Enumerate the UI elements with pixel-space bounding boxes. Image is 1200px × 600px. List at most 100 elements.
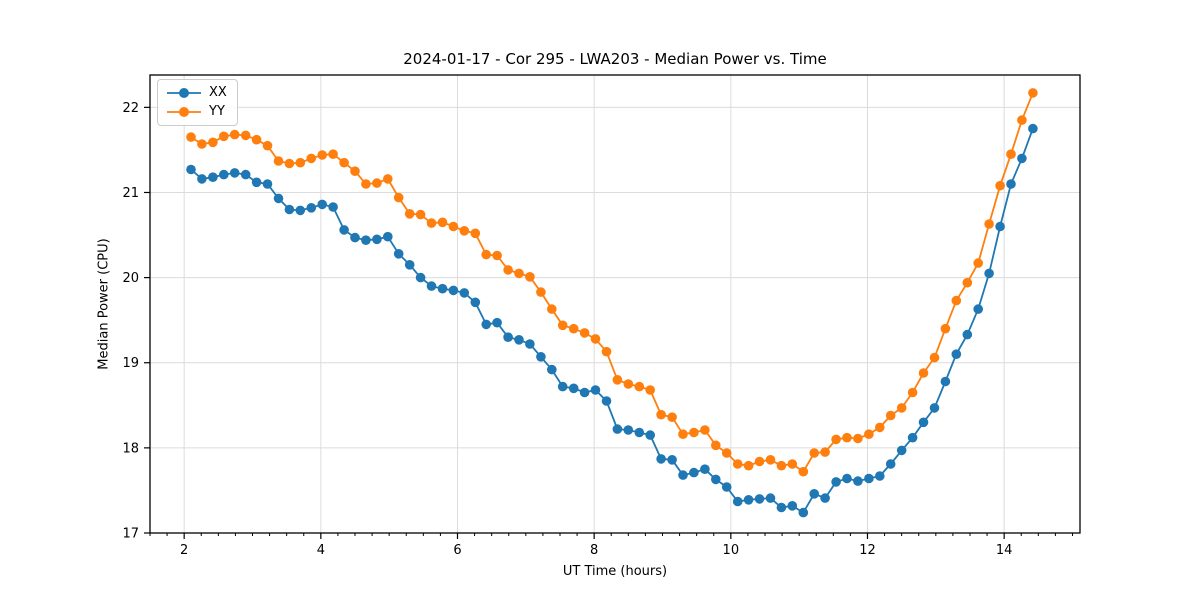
data-point-xx [557, 381, 568, 392]
data-point-yy [470, 228, 481, 239]
data-point-yy [492, 250, 502, 261]
data-point-yy [700, 425, 710, 435]
data-point-xx [776, 502, 787, 513]
y-tick-label: 21 [122, 186, 139, 201]
data-point-xx [186, 164, 196, 175]
data-point-xx [262, 179, 273, 189]
data-point-xx [809, 489, 819, 499]
data-point-xx [645, 430, 655, 440]
legend-label-yy: YY [209, 104, 225, 119]
data-point-yy [273, 156, 284, 166]
data-point-xx [383, 231, 393, 242]
x-tick-label: 2 [180, 543, 188, 558]
data-point-yy [864, 429, 874, 440]
data-point-yy [547, 304, 557, 314]
data-point-xx [984, 268, 994, 279]
data-point-xx [711, 474, 721, 485]
data-point-xx [864, 473, 874, 484]
data-point-xx [404, 260, 415, 270]
y-tick-label: 20 [122, 271, 139, 286]
data-point-yy [765, 455, 776, 465]
data-point-xx [459, 288, 470, 298]
data-point-yy [721, 448, 732, 458]
data-point-yy [372, 178, 382, 188]
data-point-xx [579, 387, 590, 398]
data-point-xx [907, 432, 918, 443]
x-axis-label: UT Time (hours) [562, 564, 668, 579]
data-point-yy [940, 323, 951, 334]
data-point-yy [820, 447, 830, 457]
x-tick-label: 8 [590, 543, 598, 558]
data-point-yy [732, 459, 743, 469]
data-point-xx [339, 225, 349, 235]
data-point-yy [459, 226, 470, 236]
chart-title: 2024-01-17 - Cor 295 - LWA203 - Median P… [403, 50, 827, 68]
data-point-xx [568, 383, 579, 394]
data-point-xx [372, 234, 382, 245]
data-point-yy [448, 221, 459, 232]
data-point-yy [984, 219, 994, 229]
data-point-xx [393, 249, 404, 259]
data-point-xx [240, 169, 251, 180]
data-point-yy [776, 460, 787, 471]
x-tick-label: 14 [996, 543, 1013, 558]
data-point-yy [1006, 149, 1016, 159]
data-point-yy [951, 295, 962, 306]
data-point-xx [667, 455, 677, 465]
data-point-xx [918, 417, 929, 428]
data-point-yy [853, 433, 863, 444]
data-point-yy [284, 158, 295, 169]
data-point-xx [929, 403, 940, 413]
data-point-yy [404, 209, 415, 219]
data-point-xx [273, 193, 284, 204]
data-point-yy [503, 265, 513, 275]
data-point-yy [481, 249, 492, 260]
data-point-yy [590, 334, 601, 344]
data-point-yy [842, 432, 852, 443]
data-point-yy [1028, 88, 1038, 98]
data-point-xx [700, 464, 710, 475]
data-point-yy [962, 277, 973, 288]
legend: XX YY [157, 79, 238, 126]
data-point-yy [219, 131, 229, 142]
data-point-xx [317, 199, 328, 210]
data-point-yy [579, 328, 590, 338]
data-point-xx [885, 459, 896, 469]
data-point-yy [197, 139, 207, 149]
data-point-yy [525, 272, 535, 282]
data-point-yy [678, 429, 688, 440]
data-point-yy [514, 268, 524, 279]
y-tick-label: 22 [122, 101, 139, 116]
data-point-yy [1017, 115, 1027, 125]
data-point-xx [492, 317, 502, 328]
data-point-xx [470, 297, 481, 308]
data-point-yy [361, 179, 371, 189]
data-point-yy [295, 157, 306, 168]
data-point-yy [568, 323, 579, 334]
data-point-xx [361, 235, 371, 245]
data-point-yy [393, 192, 404, 203]
data-point-yy [754, 456, 765, 467]
data-point-xx [853, 476, 863, 486]
data-point-xx [612, 424, 623, 434]
data-point-xx [481, 319, 492, 330]
data-point-yy [208, 137, 218, 148]
data-point-xx [634, 427, 645, 438]
data-point-yy [973, 258, 983, 268]
data-point-xx [547, 364, 557, 375]
data-point-yy [896, 403, 907, 413]
data-point-xx [820, 493, 830, 503]
data-point-yy [240, 130, 251, 141]
data-point-yy [328, 149, 338, 159]
data-point-xx [536, 352, 546, 362]
data-point-xx [787, 501, 798, 511]
data-point-xx [896, 445, 907, 456]
data-point-xx [754, 494, 765, 504]
data-point-xx [415, 272, 426, 283]
data-point-xx [721, 482, 732, 492]
data-point-xx [875, 471, 885, 481]
data-point-yy [885, 410, 896, 421]
data-point-yy [929, 352, 940, 363]
legend-label-xx: XX [209, 85, 227, 100]
